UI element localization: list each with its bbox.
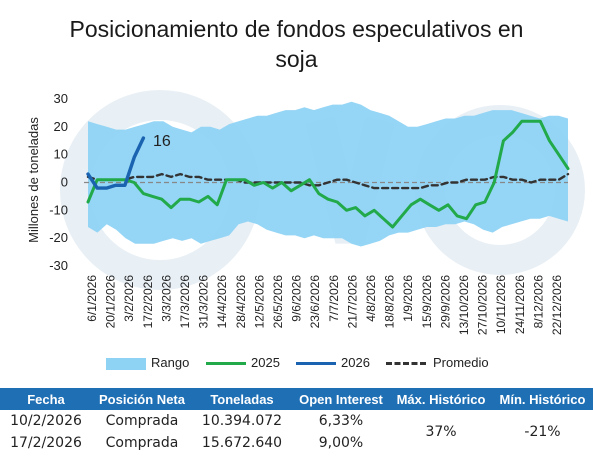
legend-swatch-range bbox=[106, 358, 146, 370]
y-tick-label: -10 bbox=[49, 202, 68, 217]
x-tick-label: 13/10/2026 bbox=[457, 275, 471, 335]
legend-swatch-2026 bbox=[296, 362, 336, 365]
x-tick-label: 17/2/2026 bbox=[141, 275, 155, 329]
header-fecha: Fecha bbox=[0, 388, 92, 410]
last-value-annotation: 16 bbox=[153, 133, 171, 150]
y-tick-label: 20 bbox=[54, 119, 68, 134]
legend-swatch-2025 bbox=[206, 362, 246, 365]
header-toneladas: Toneladas bbox=[192, 388, 292, 410]
table-header-row: Fecha Posición Neta Toneladas Open Inter… bbox=[0, 388, 593, 410]
cell-fecha: 10/2/2026 bbox=[10, 413, 82, 429]
positions-table-wrap: Fecha Posición Neta Toneladas Open Inter… bbox=[0, 388, 593, 463]
x-tick-label: 20/1/2026 bbox=[104, 275, 118, 329]
y-tick-label: 0 bbox=[61, 175, 68, 190]
series-line-2025 bbox=[86, 119, 570, 229]
cell-toneladas: 10.394.072 bbox=[201, 413, 283, 429]
header-max: Máx. Histórico bbox=[390, 388, 492, 410]
x-tick-label: 9/6/2026 bbox=[290, 275, 304, 322]
x-tick-label: 24/11/2026 bbox=[513, 275, 527, 334]
title-line-2: soja bbox=[275, 46, 318, 72]
chart-legend: Rango 2025 2026 Promedio bbox=[0, 354, 593, 374]
x-tick-label: 6/1/2026 bbox=[85, 275, 99, 322]
x-tick-label: 23/6/2026 bbox=[308, 275, 322, 329]
x-tick-label: 3/2/2026 bbox=[122, 275, 136, 322]
x-tick-label: 3/3/2026 bbox=[159, 275, 173, 322]
positions-table: Fecha Posición Neta Toneladas Open Inter… bbox=[0, 388, 593, 454]
y-tick-label: 30 bbox=[54, 91, 68, 106]
x-tick-label: 28/4/2026 bbox=[234, 275, 248, 329]
x-tick-label: 1/9/2026 bbox=[401, 275, 415, 322]
legend-label-2026: 2026 bbox=[341, 355, 370, 370]
cell-open-interest: 9,00% bbox=[318, 435, 364, 451]
cell-posicion: Comprada bbox=[105, 435, 179, 451]
x-tick-label: 8/12/2026 bbox=[531, 275, 545, 329]
y-tick-label: -30 bbox=[49, 258, 68, 273]
legend-swatch-average bbox=[386, 362, 426, 365]
legend-label-average: Promedio bbox=[433, 355, 489, 370]
x-tick-label: 27/10/2026 bbox=[476, 275, 490, 335]
y-tick-label: 10 bbox=[54, 147, 68, 162]
cell-max-historic: 37% bbox=[425, 424, 457, 440]
legend-label-2025: 2025 bbox=[251, 355, 280, 370]
x-tick-label: 17/3/2026 bbox=[178, 275, 192, 329]
cell-posicion: Comprada bbox=[105, 413, 179, 429]
series-line-average bbox=[86, 172, 570, 190]
table-row: 10/2/2026 Comprada 10.394.072 6,33% 37% … bbox=[0, 410, 593, 440]
series-line-2026 bbox=[86, 136, 146, 190]
x-tick-label: 31/3/2026 bbox=[197, 275, 211, 329]
header-open-interest: Open Interest bbox=[292, 388, 390, 410]
x-tick-label: 21/7/2026 bbox=[345, 275, 359, 329]
x-tick-label: 22/12/2026 bbox=[550, 275, 564, 335]
cell-fecha: 17/2/2026 bbox=[10, 435, 82, 451]
y-tick-label: -20 bbox=[49, 230, 68, 245]
x-tick-label: 10/11/2026 bbox=[494, 275, 508, 334]
x-tick-label: 14/4/2026 bbox=[215, 275, 229, 329]
cell-open-interest: 6,33% bbox=[318, 413, 364, 429]
x-tick-label: 12/5/2026 bbox=[252, 275, 266, 329]
header-posicion: Posición Neta bbox=[92, 388, 192, 410]
x-tick-label: 26/5/2026 bbox=[271, 275, 285, 329]
legend-label-range: Rango bbox=[151, 355, 190, 370]
header-min: Mín. Histórico bbox=[492, 388, 593, 410]
range-band bbox=[88, 101, 568, 247]
table-row: 17/2/2026 Comprada 15.672.640 9,00% bbox=[0, 432, 593, 454]
x-tick-label: 18/8/2026 bbox=[383, 275, 397, 329]
title-line-1: Posicionamiento de fondos especulativos … bbox=[69, 16, 524, 42]
x-tick-label: 29/9/2026 bbox=[438, 275, 452, 329]
x-tick-label: 15/9/2026 bbox=[420, 275, 434, 329]
x-tick-label: 4/8/2026 bbox=[364, 275, 378, 322]
cell-toneladas: 15.672.640 bbox=[201, 435, 283, 451]
y-axis-title: Millones de toneladas bbox=[26, 117, 41, 243]
x-tick-label: 7/7/2026 bbox=[327, 275, 341, 322]
cell-min-historic: -21% bbox=[524, 424, 561, 440]
chart-title: Posicionamiento de fondos especulativos … bbox=[0, 14, 593, 74]
